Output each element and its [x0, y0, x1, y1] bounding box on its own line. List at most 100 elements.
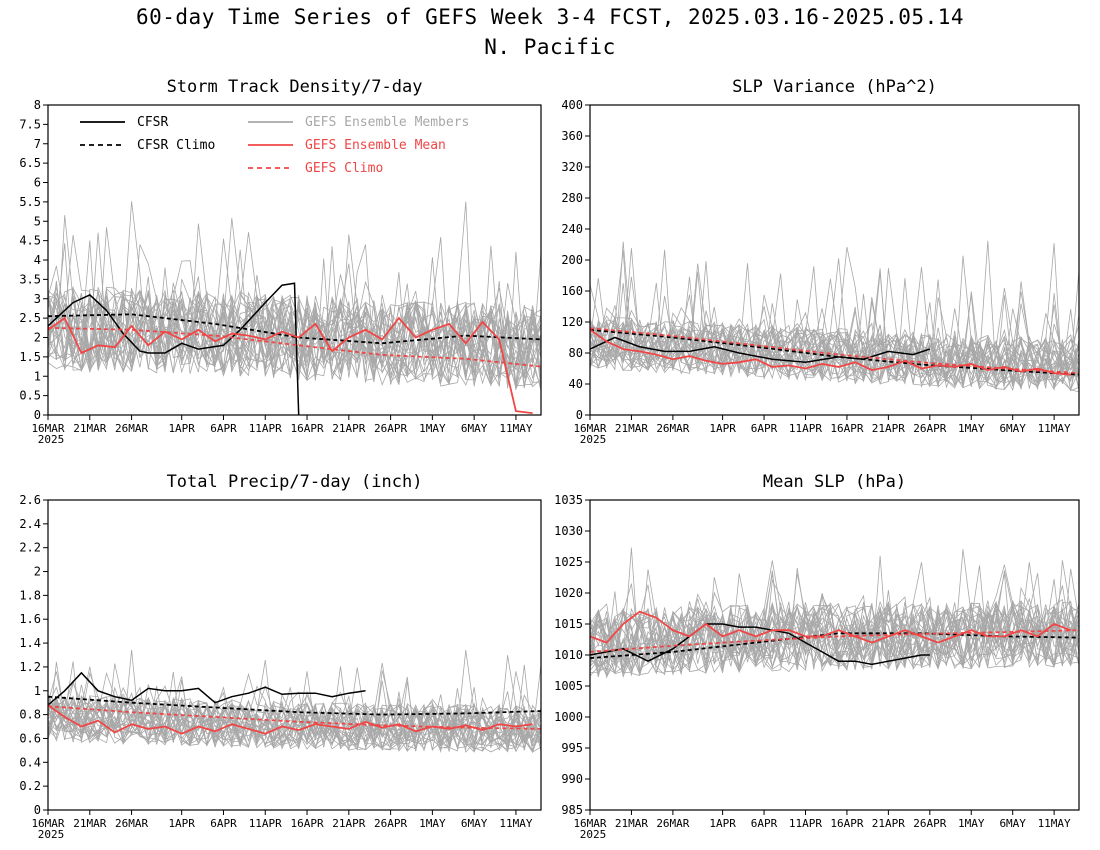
series-lines — [590, 610, 1079, 666]
x-tick-label: 26MAR — [115, 817, 148, 830]
chart-panel-4: Mean SLP (hPa) 985 990 995 1000 1005 1010 1015 1… — [554, 472, 1080, 841]
panel-title: Total Precip/7-day (inch) — [167, 472, 423, 492]
y-tick-label: 990 — [561, 772, 583, 786]
x-tick-label: 16APR — [830, 817, 863, 830]
x-tick-label: 6APR — [210, 817, 237, 830]
legend-members-label: GEFS Ensemble Members — [305, 115, 469, 130]
ensemble-members — [48, 201, 541, 391]
x-tick-label: 1APR — [168, 817, 195, 830]
cfsr-line — [590, 623, 930, 666]
member-line — [48, 286, 541, 391]
x-tick-label: 21MAR — [615, 817, 648, 830]
y-tick-label: 1035 — [554, 493, 583, 507]
legend-gefs-mean-label: GEFS Ensemble Mean — [305, 138, 446, 153]
member-line — [48, 280, 541, 385]
y-tick-label: 1.2 — [19, 660, 41, 674]
y-tick-label: 240 — [561, 222, 583, 236]
y-tick-label: 0.6 — [19, 731, 41, 745]
member-line — [590, 319, 1079, 385]
y-tick-label: 1005 — [554, 679, 583, 693]
y-tick-label: 1025 — [554, 555, 583, 569]
y-tick-label: 1000 — [554, 710, 583, 724]
x-year-label: 2025 — [38, 828, 65, 841]
panel-title: SLP Variance (hPa^2) — [732, 77, 937, 97]
x-tick-label: 6APR — [751, 422, 778, 435]
y-tick-label: 5 — [34, 214, 41, 228]
x-tick-label: 16MAR — [573, 817, 606, 830]
x-tick-label: 16APR — [290, 422, 323, 435]
member-line — [590, 602, 1079, 670]
y-tick-label: 400 — [561, 98, 583, 112]
member-line — [590, 278, 1079, 388]
y-tick-label: 2.5 — [19, 311, 41, 325]
y-tick-label: 2.2 — [19, 541, 41, 555]
x-tick-label: 11APR — [249, 422, 282, 435]
x-tick-label: 11APR — [249, 817, 282, 830]
y-tick-label: 280 — [561, 191, 583, 205]
cfsr-line — [48, 282, 300, 415]
y-tick-label: 160 — [561, 284, 583, 298]
member-line — [590, 600, 1079, 675]
x-tick-label: 1APR — [709, 817, 736, 830]
y-tick-label: 80 — [569, 346, 583, 360]
x-tick-label: 6MAY — [461, 817, 488, 830]
legend-cfsr-label: CFSR — [137, 115, 168, 130]
x-tick-label: 6APR — [210, 422, 237, 435]
cfsr-line — [48, 671, 366, 706]
series-lines — [590, 327, 1079, 376]
y-tick-label: 3.5 — [19, 272, 41, 286]
cfsr-line — [590, 336, 931, 364]
x-tick-label: 1MAY — [419, 422, 446, 435]
x-tick-label: 11APR — [789, 422, 822, 435]
x-tick-label: 1APR — [168, 422, 195, 435]
y-tick-label: 5.5 — [19, 195, 41, 209]
legend-gefs-climo-label: GEFS Climo — [305, 161, 383, 176]
member-line — [48, 297, 541, 391]
x-tick-label: 26MAR — [656, 817, 689, 830]
x-tick-label: 1MAY — [958, 817, 985, 830]
y-tick-label: 3 — [34, 292, 41, 306]
x-tick-label: 26APR — [913, 817, 946, 830]
panel-title: Storm Track Density/7-day — [167, 77, 423, 97]
x-tick-label: 21APR — [872, 817, 905, 830]
y-tick-label: 1 — [34, 684, 41, 698]
y-tick-label: 1.6 — [19, 612, 41, 626]
x-tick-label: 26MAR — [115, 422, 148, 435]
member-line — [590, 258, 1079, 391]
x-year-label: 2025 — [580, 828, 607, 841]
member-line — [48, 294, 541, 391]
member-line — [48, 649, 541, 752]
gefs-climo-line — [590, 629, 1079, 653]
x-tick-label: 26APR — [913, 422, 946, 435]
x-tick-label: 6MAY — [999, 817, 1026, 830]
x-tick-label: 16APR — [290, 817, 323, 830]
y-tick-label: 1.5 — [19, 350, 41, 364]
x-tick-label: 21MAR — [73, 422, 106, 435]
y-tick-label: 0.2 — [19, 779, 41, 793]
x-tick-label: 11MAY — [499, 422, 532, 435]
y-tick-label: 200 — [561, 253, 583, 267]
gefs-mean-line — [590, 610, 1072, 644]
y-tick-label: 1010 — [554, 648, 583, 662]
x-year-label: 2025 — [38, 433, 65, 446]
y-tick-label: 360 — [561, 129, 583, 143]
ensemble-members — [48, 649, 541, 754]
cfsr-climo-line — [590, 328, 1079, 376]
y-tick-label: 8 — [34, 98, 41, 112]
x-tick-label: 26APR — [374, 817, 407, 830]
x-tick-label: 1MAY — [419, 817, 446, 830]
legend: CFSR CFSR Climo GEFS Ensemble Members GEFS … — [80, 115, 469, 176]
x-tick-label: 26APR — [374, 422, 407, 435]
member-line — [48, 663, 541, 753]
y-tick-label: 0.8 — [19, 708, 41, 722]
y-tick-label: 0 — [576, 408, 583, 422]
y-tick-label: 4 — [34, 253, 41, 267]
member-line — [48, 240, 541, 387]
x-tick-label: 6MAY — [461, 422, 488, 435]
y-tick-label: 1 — [34, 369, 41, 383]
plot-frame — [47, 499, 542, 811]
legend-cfsr-climo-label: CFSR Climo — [137, 138, 215, 153]
x-tick-label: 16MAR — [31, 422, 64, 435]
x-tick-label: 21MAR — [615, 422, 648, 435]
y-tick-label: 7 — [34, 137, 41, 151]
